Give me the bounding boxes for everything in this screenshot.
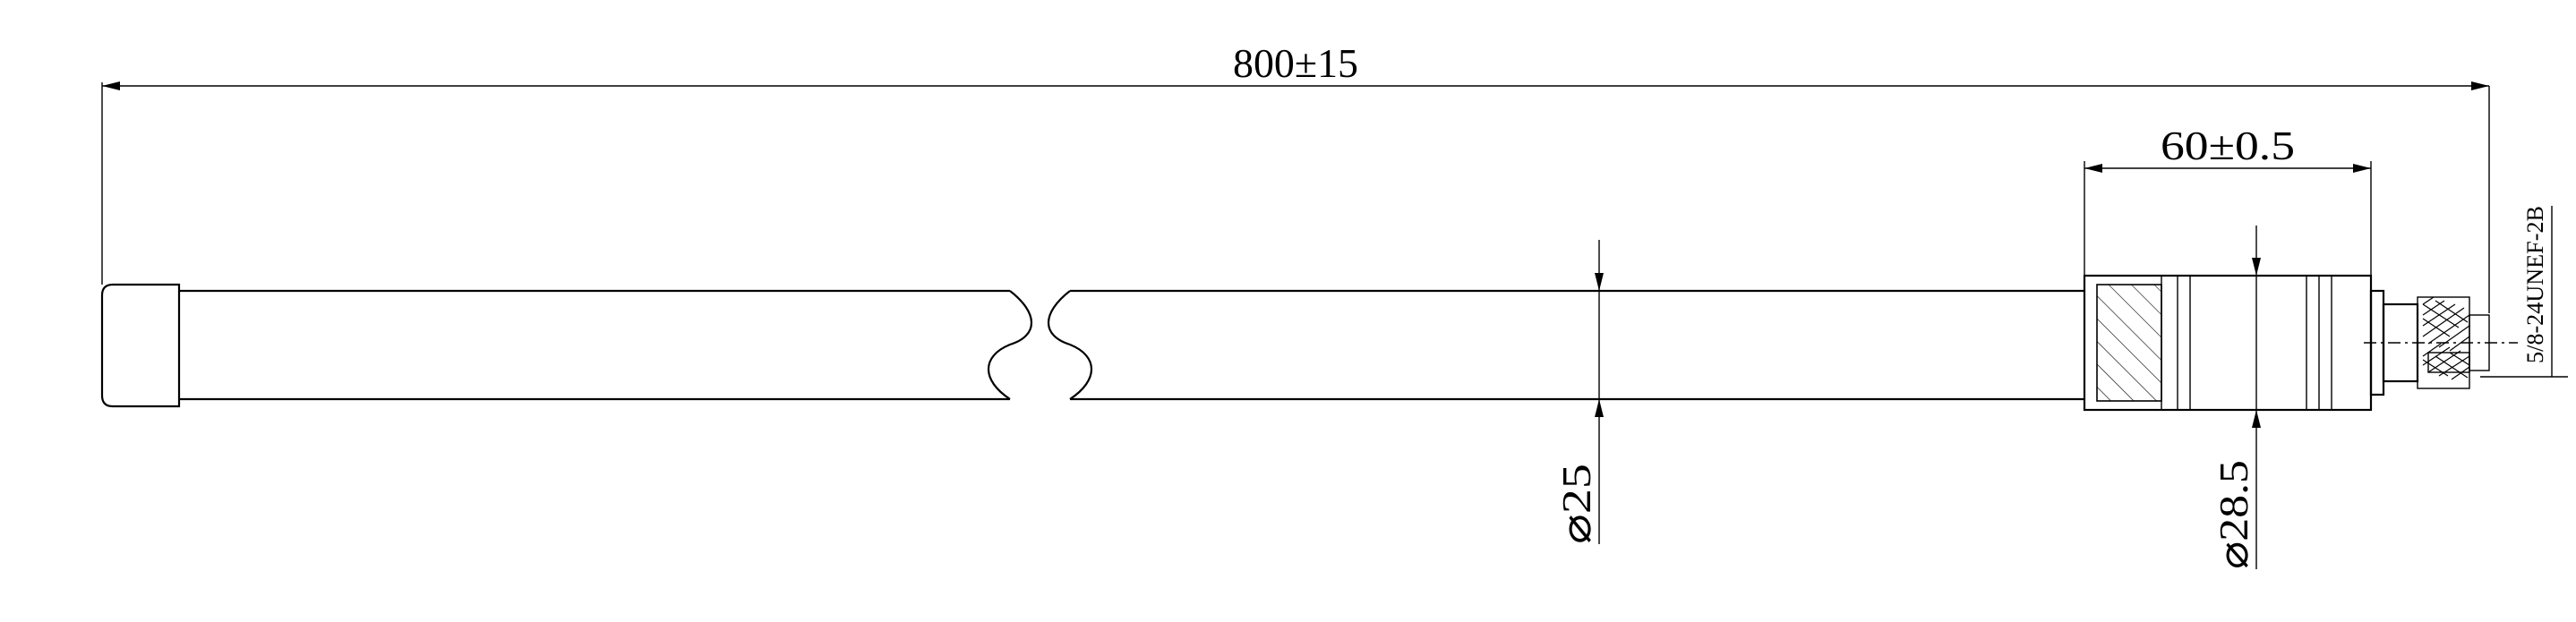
connector-knurling: [2422, 296, 2470, 380]
tube-diameter-label: ⌀25: [1553, 464, 1599, 544]
connector-housing: [2083, 274, 2373, 412]
radome-end-cap: [100, 283, 181, 408]
connector-length-label: 60±0.5: [2161, 123, 2295, 168]
dimension-overall-length: 800±15: [101, 40, 2490, 313]
thread-callout: 5/8-24UNEF-2B: [2480, 206, 2568, 378]
dimension-connector-length: 60±0.5: [2084, 123, 2372, 276]
dimension-connector-diameter: ⌀28.5: [2211, 226, 2261, 569]
break-line-right: [1047, 290, 1093, 400]
n-connector: [2364, 289, 2518, 396]
overall-length-label: 800±15: [1233, 40, 1358, 86]
break-line-left: [987, 290, 1033, 400]
radome-tube: [179, 289, 2084, 401]
dimension-tube-diameter: ⌀25: [1553, 240, 1604, 544]
thread-spec-label: 5/8-24UNEF-2B: [2522, 206, 2548, 363]
connector-diameter-label: ⌀28.5: [2211, 460, 2256, 569]
